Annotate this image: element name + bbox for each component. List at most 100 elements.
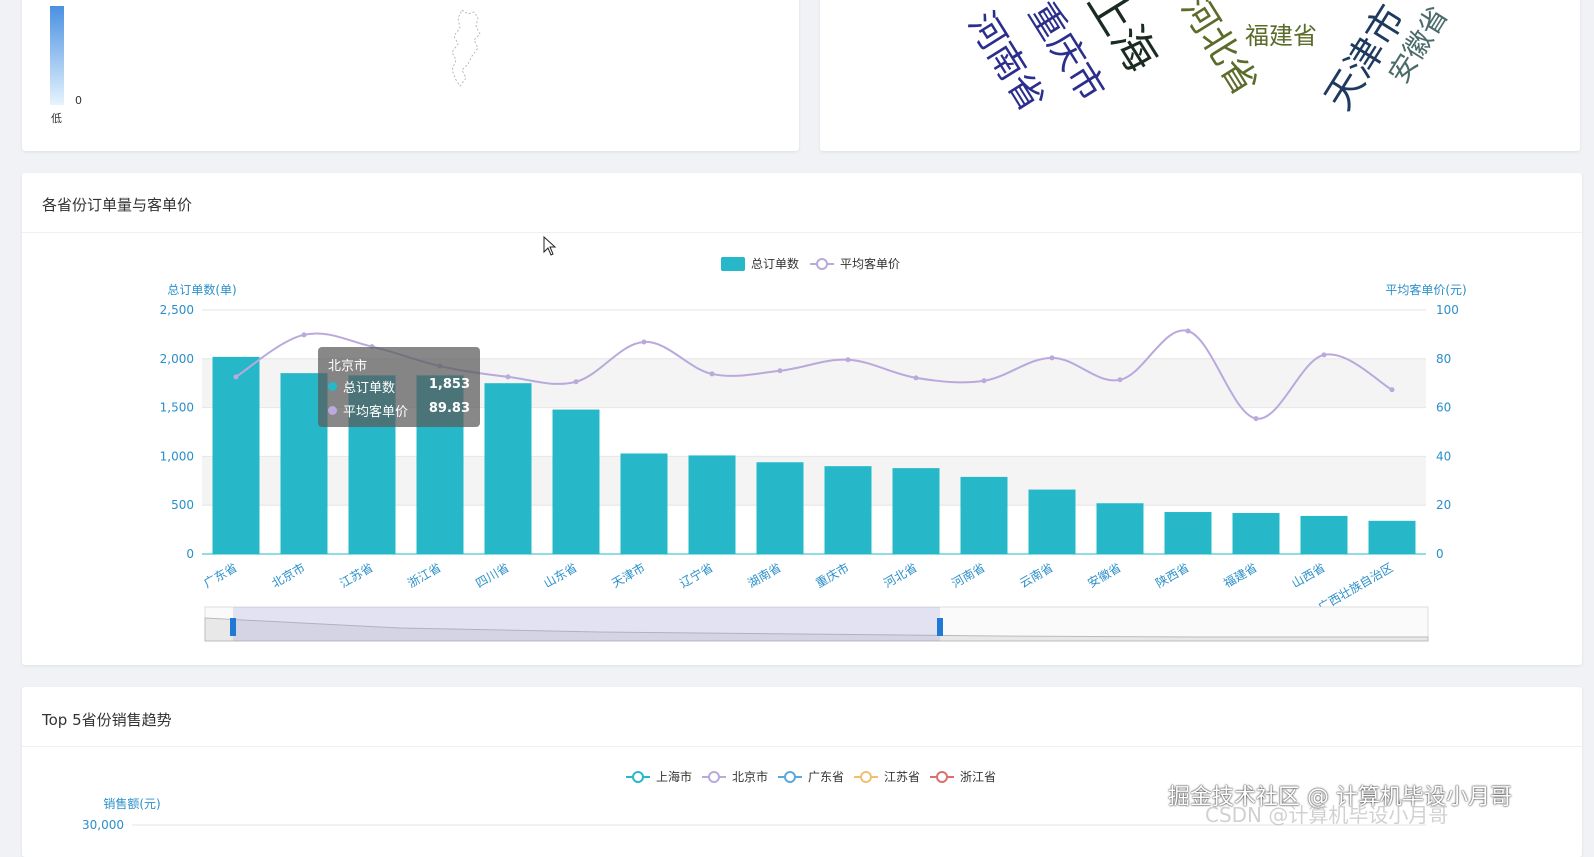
tooltip-value: 89.83: [428, 401, 470, 416]
x-tick-label: 云南省: [1017, 560, 1056, 591]
bar: [960, 476, 1008, 554]
visual-map-gradient[interactable]: [50, 6, 64, 105]
x-tick-label: 湖南省: [745, 560, 784, 591]
y-tick-label: 0: [186, 547, 194, 561]
bar: [756, 462, 804, 554]
line-point: [1389, 387, 1395, 393]
x-tick-label: 安徽省: [1085, 560, 1124, 591]
bar: [824, 466, 872, 554]
bar: [552, 409, 600, 554]
card-divider: [22, 746, 1582, 747]
tooltip-row: 平均客单价 89.83: [328, 401, 470, 420]
x-tick-label: 河南省: [949, 560, 988, 591]
word-fujian[interactable]: 福建省: [1245, 22, 1317, 50]
x-tick-label: 辽宁省: [677, 560, 716, 591]
line-point: [1117, 377, 1123, 383]
bar: [688, 455, 736, 554]
line-point: [301, 332, 307, 338]
wordcloud-card: 河南省 重庆市 上海 河北省 福建省 天津市 安徽省: [820, 0, 1580, 151]
y-right-tick-label: 60: [1436, 401, 1451, 415]
legend-swatch-bar: [721, 257, 745, 271]
x-tick-label: 四川省: [473, 560, 511, 590]
tooltip-label: 平均客单价: [343, 405, 409, 420]
line-point: [1321, 352, 1327, 358]
x-tick-label: 北京市: [269, 560, 308, 591]
mouse-cursor-icon: [543, 236, 557, 256]
x-tick-label: 山东省: [541, 560, 579, 590]
line-point: [505, 374, 511, 380]
y-right-tick-label: 20: [1436, 498, 1451, 512]
line-point: [1049, 355, 1055, 361]
top5-trend-card: Top 5省份销售趋势: [22, 687, 1582, 857]
y-right-tick-label: 40: [1436, 449, 1451, 463]
tooltip-series-dot: [328, 406, 337, 415]
card-title: Top 5省份销售趋势: [42, 711, 172, 729]
legend-label: 平均客单价: [840, 256, 900, 271]
bar: [484, 383, 532, 554]
y-tick-label: 2,500: [160, 303, 194, 317]
x-tick-label: 广东省: [201, 560, 239, 590]
x-tick-label: 广西壮族自治区: [1316, 560, 1396, 614]
tooltip-value: 1,853: [428, 377, 470, 392]
y-right-axis-title: 平均客单价(元): [1385, 282, 1466, 297]
line-point: [1185, 328, 1191, 334]
bar: [1164, 512, 1212, 554]
x-tick-label: 福建省: [1221, 560, 1260, 591]
bar: [212, 356, 260, 554]
line-point: [1253, 416, 1259, 422]
zoom-selected-range: [233, 607, 940, 641]
y-tick-label: 500: [171, 498, 194, 512]
watermark: 掘金技术社区 @ 计算机毕设小月哥: [1168, 785, 1512, 810]
bar: [1028, 489, 1076, 554]
y-tick-label: 1,000: [160, 449, 194, 463]
tooltip-series-dot: [328, 382, 337, 391]
line-point: [845, 357, 851, 363]
x-tick-label: 陕西省: [1153, 560, 1192, 591]
data-zoom-slider[interactable]: [204, 606, 1429, 642]
visual-map-min-label: 0: [75, 94, 82, 107]
line-point: [913, 375, 919, 381]
bar: [1300, 515, 1348, 554]
zoom-handle-left: [230, 618, 236, 636]
x-tick-label: 浙江省: [405, 560, 443, 590]
y-right-tick-label: 100: [1436, 303, 1459, 317]
x-tick-label: 山西省: [1289, 560, 1327, 590]
line-point: [233, 374, 239, 380]
y-tick-label: 2,000: [160, 352, 194, 366]
line-point: [777, 368, 783, 374]
bar: [620, 453, 668, 554]
china-map-fragment[interactable]: [422, 4, 512, 94]
card-title: 各省份订单量与客单价: [42, 196, 193, 214]
x-tick-label: 江苏省: [337, 560, 375, 590]
chart-legend[interactable]: 总订单数 平均客单价: [721, 256, 900, 271]
bar: [1096, 503, 1144, 554]
tooltip-title: 北京市: [328, 359, 368, 374]
bar: [1232, 513, 1280, 554]
card-divider: [22, 232, 1582, 233]
x-tick-label: 天津市: [609, 560, 648, 591]
y-axis-title: 总订单数(单): [167, 282, 236, 297]
line-point: [641, 339, 647, 345]
visual-map-low-label: 低: [51, 112, 62, 125]
grid-band: [202, 456, 1426, 506]
y-tick-label: 1,500: [160, 401, 194, 415]
y-right-tick-label: 0: [1436, 547, 1444, 561]
x-tick-label: 河北省: [881, 560, 919, 590]
chart-tooltip: 北京市 总订单数 1,853 平均客单价 89.83: [318, 347, 480, 427]
y-right-tick-label: 80: [1436, 352, 1451, 366]
tooltip-label: 总订单数: [343, 381, 396, 396]
bar: [892, 468, 940, 554]
bar: [1368, 520, 1416, 554]
zoom-preview-area: [204, 617, 1429, 642]
watermark-csdn: CSDN @计算机毕设小月哥: [1205, 803, 1449, 827]
zoom-handle-right: [937, 618, 943, 636]
line-point: [709, 371, 715, 377]
line-point: [981, 378, 987, 384]
line-point: [573, 379, 579, 385]
legend-swatch-marker: [816, 258, 828, 270]
tooltip-row: 总订单数 1,853: [328, 377, 470, 396]
map-card: 0 低: [22, 0, 799, 151]
legend-label: 总订单数: [751, 256, 799, 271]
x-tick-label: 重庆市: [813, 560, 852, 591]
